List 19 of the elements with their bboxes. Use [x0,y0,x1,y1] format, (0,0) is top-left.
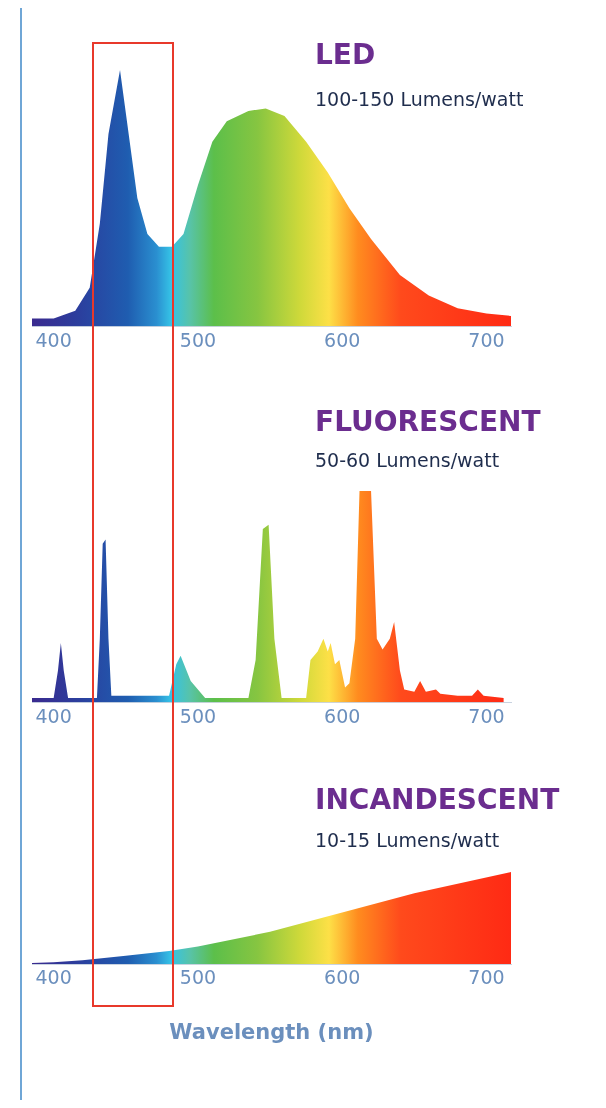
x-tick-label: 700 [468,966,505,989]
x-tick-label: 500 [179,328,217,351]
x-tick-label: 400 [35,328,72,351]
text: 100-150 Lumens/watt [315,88,524,110]
x-tick-label: 500 [179,704,217,727]
chart-title: INCANDESCENT [315,783,560,816]
x-axis-title: Wavelength (nm) [169,1019,374,1044]
chart-title: FLUORESCENT [315,405,541,438]
x-tick-label: 700 [468,328,505,351]
chart-title: LED [315,38,376,71]
x-tick-label: 400 [35,704,72,727]
x-tick-label: 600 [324,704,361,727]
x-tick-label: 400 [35,966,72,989]
chart-subtitle: 10-15 Lumens/watt [315,829,500,851]
x-tick-label: 700 [468,704,505,727]
chart-subtitle: 50-60 Lumens/watt [315,449,500,471]
x-tick-label: 600 [324,328,361,351]
x-tick-label: 600 [324,966,361,989]
x-tick-label: 500 [179,966,217,989]
